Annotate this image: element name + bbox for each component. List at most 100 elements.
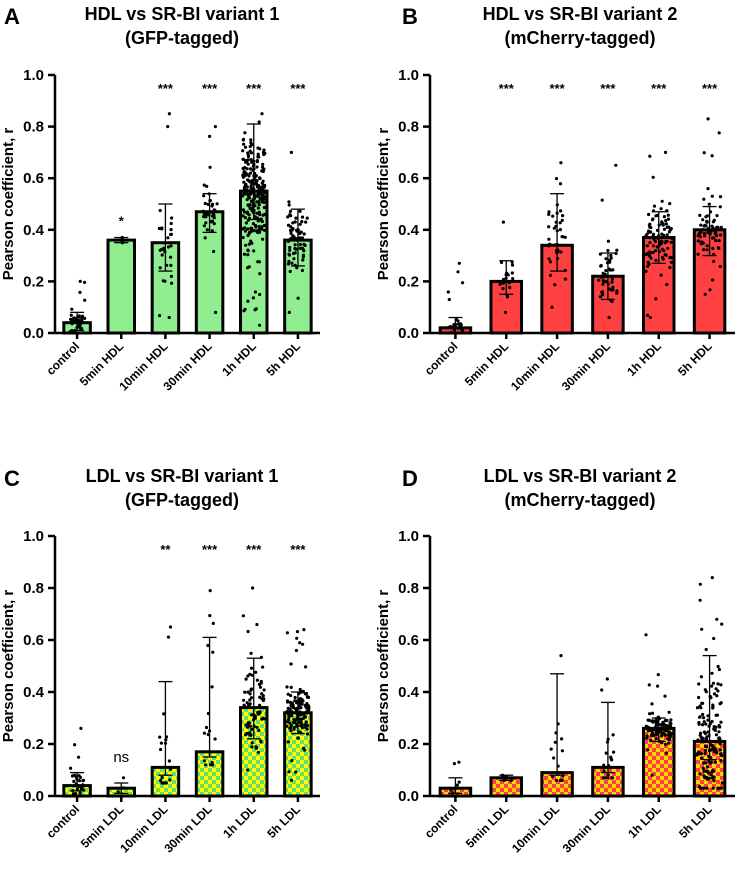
data-point [712, 725, 716, 729]
data-point [611, 285, 615, 289]
data-point [609, 755, 613, 759]
data-point [289, 231, 293, 235]
data-point [499, 260, 504, 264]
data-point [205, 184, 209, 188]
data-point [246, 299, 250, 303]
data-point [301, 258, 305, 262]
data-point [246, 768, 250, 772]
data-point [605, 677, 609, 681]
data-point [446, 331, 450, 335]
data-point [715, 694, 719, 698]
data-point [202, 731, 206, 735]
data-point [79, 326, 83, 331]
data-point [698, 213, 702, 217]
data-point [561, 214, 565, 218]
data-point [702, 248, 706, 252]
data-point [603, 776, 607, 780]
significance-label: *** [651, 81, 667, 96]
data-point [302, 248, 306, 252]
data-point [699, 223, 703, 227]
y-tick-label: 0.2 [398, 273, 419, 290]
data-point [201, 209, 205, 213]
data-point [249, 226, 253, 230]
data-point [78, 775, 82, 780]
data-point [648, 230, 652, 234]
data-point [610, 758, 614, 762]
data-point [604, 269, 608, 273]
data-point [241, 175, 245, 179]
data-point [701, 701, 705, 705]
data-point [166, 245, 171, 249]
data-point [718, 195, 723, 199]
data-point [250, 241, 254, 245]
data-point [510, 260, 514, 264]
data-point [166, 635, 171, 639]
data-point [262, 195, 266, 199]
data-point [455, 783, 459, 787]
data-point [651, 733, 655, 738]
data-point [660, 236, 664, 240]
data-point [712, 236, 716, 240]
data-point [292, 718, 296, 722]
data-point [289, 150, 293, 154]
data-point [206, 643, 210, 648]
data-point [257, 203, 261, 207]
data-point [644, 633, 648, 637]
data-point [295, 636, 299, 640]
data-point [600, 290, 605, 294]
data-point [700, 756, 704, 760]
data-point [600, 198, 604, 202]
data-point [552, 756, 556, 760]
data-point [241, 157, 245, 161]
data-point [547, 257, 551, 261]
data-point [701, 736, 705, 740]
data-point [256, 206, 260, 210]
data-point [252, 249, 256, 253]
data-point [261, 694, 265, 698]
data-point [293, 251, 297, 255]
data-point [83, 298, 87, 302]
data-point [121, 776, 126, 780]
x-tick-label: 5min LDL [463, 802, 512, 851]
data-point [662, 227, 667, 231]
data-point [719, 683, 723, 687]
data-point [663, 241, 667, 245]
data-point [77, 755, 81, 759]
data-point [261, 179, 265, 183]
y-tick-label: 0.2 [398, 736, 419, 753]
data-point [456, 319, 460, 323]
data-point [461, 281, 465, 285]
data-point [698, 772, 702, 776]
data-point [210, 760, 214, 765]
x-tick-label: 10min LDL [509, 802, 562, 855]
data-point [698, 598, 702, 602]
data-point [245, 185, 249, 189]
y-tick-label: 0.0 [23, 788, 44, 805]
data-point [656, 673, 660, 677]
significance-label: *** [158, 81, 174, 96]
data-point [158, 266, 162, 270]
data-point [241, 614, 245, 618]
data-point [249, 167, 253, 171]
data-point [212, 213, 216, 217]
data-point [257, 260, 261, 264]
data-point [210, 229, 214, 233]
data-point [255, 678, 259, 682]
data-point [711, 768, 715, 773]
data-point [292, 257, 296, 261]
data-point [258, 187, 262, 191]
data-point [662, 215, 667, 219]
data-point [704, 215, 708, 219]
data-point [301, 746, 306, 750]
data-point [714, 687, 718, 691]
data-point [70, 318, 74, 322]
data-point [498, 282, 502, 286]
data-point [245, 701, 249, 705]
data-point [711, 745, 715, 749]
data-point [255, 622, 259, 627]
data-point [654, 258, 658, 262]
data-point [214, 310, 218, 314]
data-point [262, 200, 266, 204]
y-tick-label: 0.8 [398, 580, 419, 597]
